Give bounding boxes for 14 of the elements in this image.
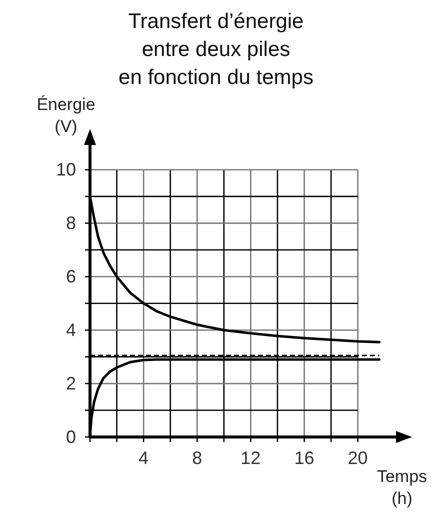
y-tick-label: 10 [56,160,76,180]
x-tick-label: 12 [240,448,261,468]
x-axis-title: Temps (h) [376,467,428,508]
y-tick-label: 8 [66,213,76,234]
y-tick-label: 6 [66,266,76,287]
x-tick-label: 16 [294,448,314,468]
x-tick-label: 8 [192,448,202,468]
chart-title: Transfert d’énergie entre deux piles en fonction du temps [118,10,314,89]
y-axis-title: Énergie (V) [36,95,96,136]
y-tick-label: 2 [66,374,76,394]
y-tick-label: 4 [66,320,76,340]
y-tick-label: 0 [66,427,76,447]
x-tick-label: 20 [348,448,368,468]
x-tick-label: 4 [138,448,149,468]
